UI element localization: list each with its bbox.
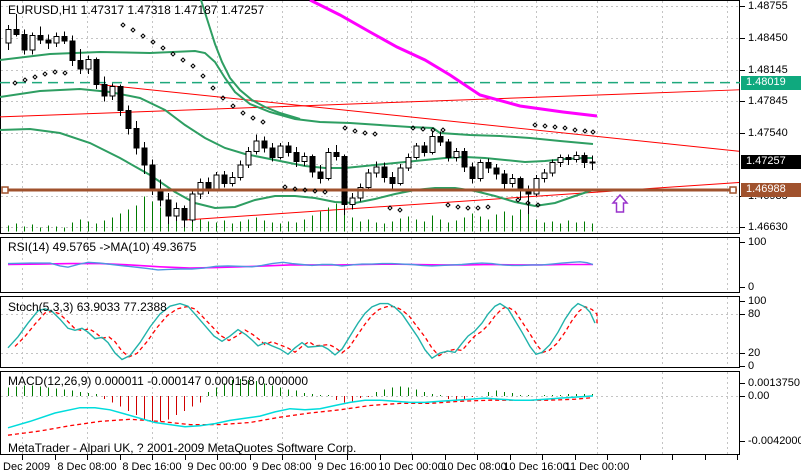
macd-scale-label: 0.0013750 bbox=[748, 377, 800, 389]
price-axis-label: 1.47540 bbox=[748, 126, 788, 139]
time-axis-label: 10 Dec 16:00 bbox=[503, 461, 569, 473]
rsi-indicator-label: RSI(14) 49.5765 ->MA(10) 49.3675 bbox=[8, 240, 197, 254]
time-axis-label: 9 Dec 00:00 bbox=[187, 461, 247, 473]
price-axis-label: 1.46630 bbox=[748, 221, 788, 234]
candlesticks[interactable] bbox=[5, 13, 596, 228]
macd-histogram bbox=[8, 379, 593, 423]
price-level-badge: 1.46988 bbox=[741, 183, 801, 198]
time-axis-label: 9 Dec 08:00 bbox=[252, 461, 312, 473]
chart-symbol-title: EURUSD,H1 1.47317 1.47318 1.47187 1.4725… bbox=[8, 3, 265, 17]
copyright-text: MetaTrader - Alpari UK, ? 2001-2009 Meta… bbox=[8, 441, 357, 455]
price-axis-label: 1.48145 bbox=[748, 63, 788, 76]
price-axis-label: 1.48755 bbox=[748, 0, 788, 12]
macd-scale-label: 0.00 bbox=[748, 390, 770, 402]
macd-indicator-label: MACD(12,26,9) 0.000011 -0.000147 0.00015… bbox=[8, 374, 309, 388]
rsi-scale-label: 100 bbox=[748, 236, 767, 248]
stoch-scale-label: 100 bbox=[748, 295, 767, 307]
stoch-scale-label: 0 bbox=[748, 360, 755, 372]
parabolic-sar-dots bbox=[12, 22, 596, 213]
green-ma-band-lines bbox=[0, 0, 594, 210]
price-axis-label: 1.47845 bbox=[748, 94, 788, 107]
time-axis-label: 11 Dec 00:00 bbox=[564, 461, 630, 473]
stoch-scale-label: 20 bbox=[748, 347, 761, 359]
pane-borders bbox=[0, 0, 740, 455]
magenta-ma-line bbox=[309, 0, 598, 118]
stoch-indicator-label: Stoch(5,3,3) 63.9033 77.2388 bbox=[8, 300, 167, 314]
time-axis-label: 10 Dec 08:00 bbox=[441, 461, 507, 473]
stoch-scale-label: 80 bbox=[748, 308, 761, 320]
time-axis-label: 10 Dec 00:00 bbox=[378, 461, 444, 473]
time-axis-label: 8 Dec 2009 bbox=[0, 461, 51, 473]
stochastic-lines bbox=[7, 302, 598, 361]
macd-scale-label: -0.0042000 bbox=[748, 435, 801, 447]
rsi-lines bbox=[7, 261, 594, 271]
time-axis-label: 8 Dec 08:00 bbox=[57, 461, 117, 473]
price-axis-label: 1.48450 bbox=[748, 31, 788, 44]
axis-ticks bbox=[22, 6, 745, 460]
time-axis-label: 9 Dec 16:00 bbox=[317, 461, 377, 473]
macd-lines bbox=[7, 395, 594, 436]
price-level-badge: 1.47257 bbox=[741, 155, 801, 169]
brown-support-line[interactable] bbox=[1, 186, 737, 194]
price-level-badge: 1.48019 bbox=[741, 75, 801, 90]
time-axis-label: 8 Dec 16:00 bbox=[122, 461, 182, 473]
up-arrow-marker[interactable] bbox=[611, 193, 629, 213]
volume-bars bbox=[8, 196, 593, 232]
rsi-scale-label: 0 bbox=[748, 281, 755, 293]
